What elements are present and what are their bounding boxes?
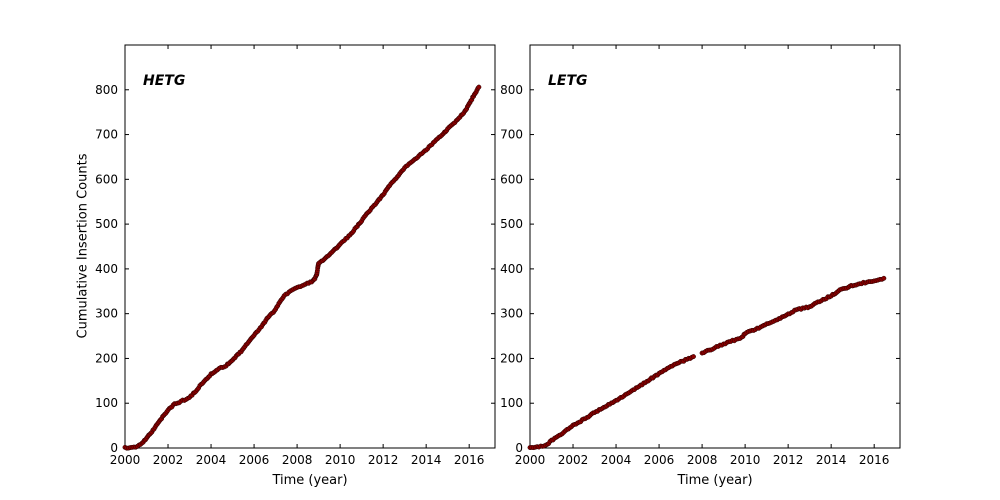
- y-tick-label: 600: [500, 172, 523, 186]
- axes-frame: [529, 44, 901, 449]
- x-tick-label: 2012: [368, 453, 399, 467]
- y-tick-label: 400: [500, 262, 523, 276]
- x-tick-label: 2014: [816, 453, 847, 467]
- x-tick-label: 2012: [773, 453, 804, 467]
- x-tick-label: 2006: [644, 453, 675, 467]
- letg-title: LETG: [548, 73, 588, 89]
- y-tick-label: 800: [500, 83, 523, 97]
- y-tick-label: 300: [95, 307, 118, 321]
- x-tick-label: 2000: [110, 453, 141, 467]
- data-series-hetg: [122, 84, 482, 451]
- y-tick-label: 100: [500, 396, 523, 410]
- y-tick-label: 400: [95, 262, 118, 276]
- y-tick-label: 600: [95, 172, 118, 186]
- data-point: [476, 84, 482, 90]
- y-tick-label: 300: [500, 307, 523, 321]
- x-tick-label: 2008: [282, 453, 313, 467]
- x-tick-label: 2014: [411, 453, 442, 467]
- y-tick-label: 0: [110, 441, 118, 455]
- y-tick-label: 200: [500, 351, 523, 365]
- x-tick-label: 2010: [730, 453, 761, 467]
- chart-hetg: 2000 2002 2004 2006 2008 2010 2012 2014 2016 0 100…: [95, 44, 496, 467]
- data-point: [881, 275, 887, 281]
- x-tick-label: 2010: [325, 453, 356, 467]
- y-tick-label: 800: [95, 83, 118, 97]
- hetg-xaxis-label: Time (year): [272, 473, 348, 488]
- axes-frame: [124, 44, 496, 449]
- chart-letg: 2000 2002 2004 2006 2008 2010 2012 2014 2016 0 100…: [500, 44, 901, 467]
- yaxis-label: Cumulative Insertion Counts: [75, 153, 91, 339]
- x-tick-label: 2008: [687, 453, 718, 467]
- x-tick-label: 2016: [859, 453, 890, 467]
- hetg-title: HETG: [143, 73, 186, 89]
- data-point: [691, 354, 696, 360]
- letg-xaxis-label: Time (year): [677, 473, 753, 488]
- y-tick-label: 200: [95, 351, 118, 365]
- x-tick-label: 2004: [196, 453, 227, 467]
- data-series-letg: [527, 275, 887, 451]
- y-tick-label: 500: [500, 217, 523, 231]
- x-tick-label: 2002: [153, 453, 184, 467]
- x-tick-label: 2006: [239, 453, 270, 467]
- x-tick-label: 2000: [515, 453, 546, 467]
- x-tick-label: 2004: [601, 453, 632, 467]
- y-tick-label: 700: [95, 128, 118, 142]
- y-tick-label: 700: [500, 128, 523, 142]
- y-tick-label: 500: [95, 217, 118, 231]
- y-tick-label: 0: [515, 441, 523, 455]
- y-tick-label: 100: [95, 396, 118, 410]
- x-tick-label: 2016: [454, 453, 485, 467]
- x-tick-label: 2002: [558, 453, 589, 467]
